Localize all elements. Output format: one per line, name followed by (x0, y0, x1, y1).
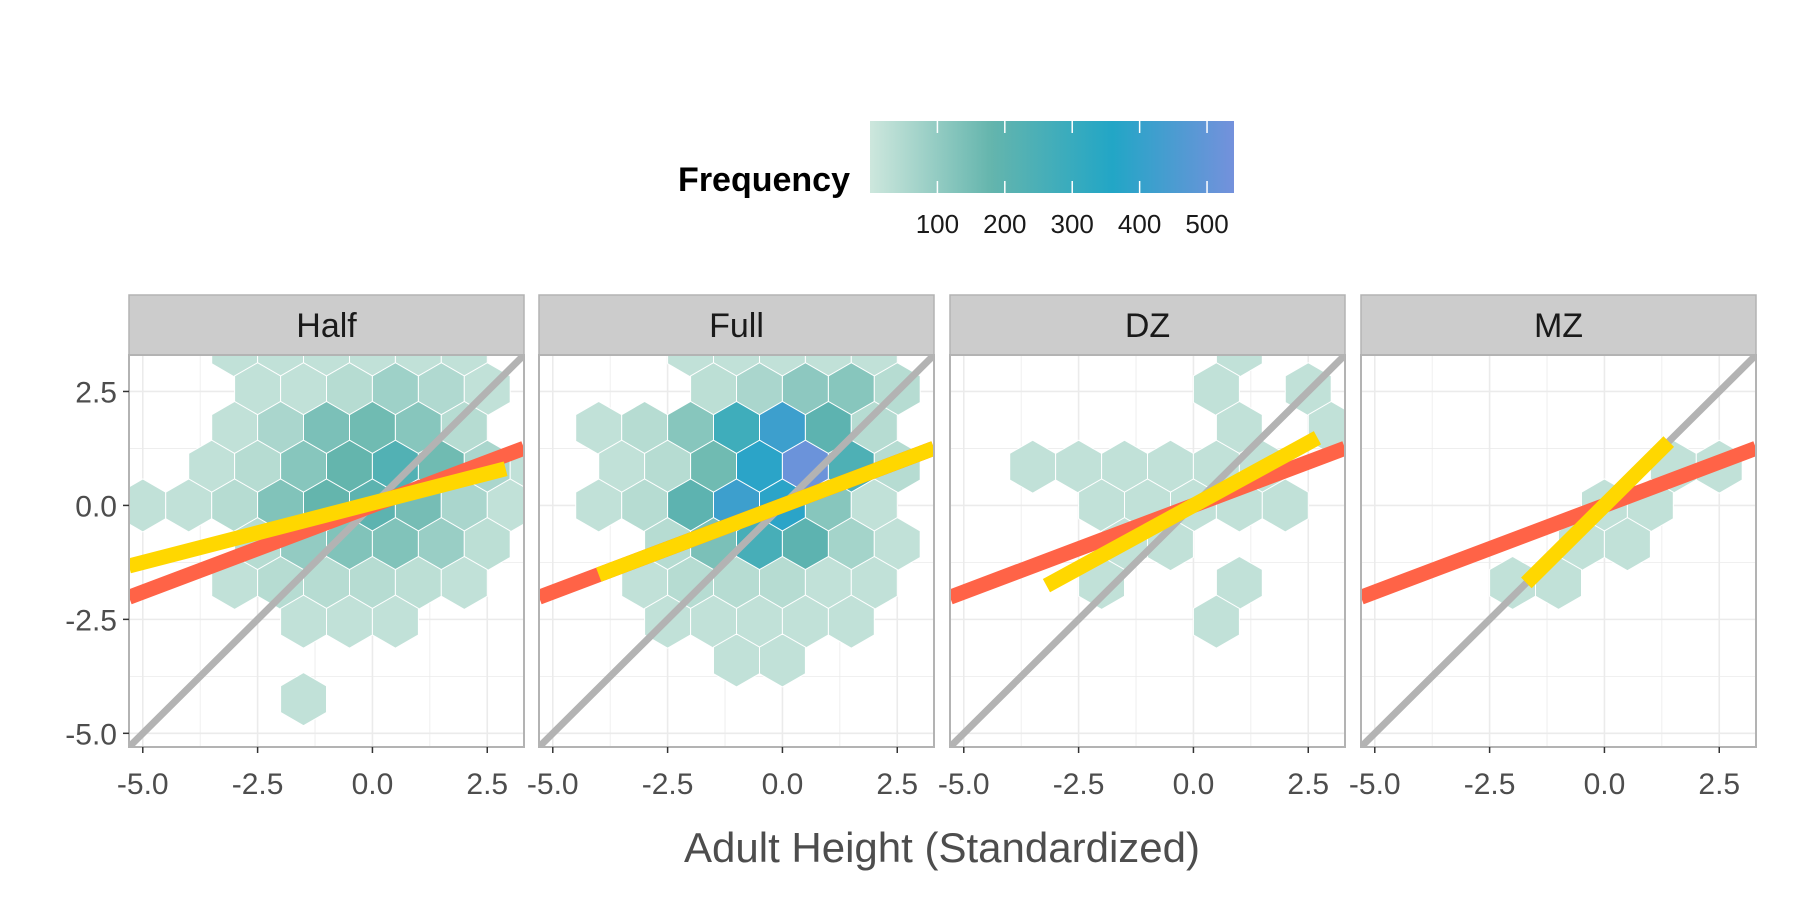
x-tick-label: -5.0 (1349, 768, 1401, 801)
facet-strip-label: Full (709, 307, 764, 345)
x-tick-label: 0.0 (1584, 768, 1626, 801)
x-tick-label: -2.5 (642, 768, 694, 801)
line-layer (129, 355, 524, 747)
x-tick-label: 0.0 (352, 768, 394, 801)
facet-panel-half: Half (128, 294, 525, 748)
hexbin-cell (440, 555, 488, 610)
regression-line (129, 441, 524, 605)
y-axis: 2.5 0.0 -2.5 -5.0 (65, 376, 129, 751)
x-tick-label: 2.5 (466, 768, 508, 801)
facet-strip-label: MZ (1534, 307, 1583, 345)
facet-strip-label: Half (296, 307, 357, 345)
x-tick-label: -5.0 (117, 768, 169, 801)
hexbin-cell (827, 594, 875, 649)
legend: Frequency 100 200 300 400 500 (678, 121, 1234, 239)
legend-tick-label: 400 (1118, 209, 1161, 239)
facet-panels: Half Full DZ MZ (128, 294, 1757, 748)
legend-colorbar (870, 121, 1234, 193)
y-tick-label: 2.5 (75, 376, 117, 409)
line-layer (539, 355, 934, 747)
x-axis: -5.0 -2.5 0.0 2.5 -5.0 -2.5 0.0 2.5 -5.0 -2.5 0.0 2… (117, 747, 1740, 801)
hexbin-cell (759, 633, 806, 688)
panel-border (949, 354, 1346, 748)
hexbin-cell (1603, 517, 1651, 572)
hexbin-layer (575, 355, 921, 688)
facet-strip-label: DZ (1125, 307, 1170, 345)
hexbin-cell (1192, 594, 1240, 649)
legend-tick-label: 200 (983, 209, 1026, 239)
hexbin-cell (1261, 478, 1309, 533)
x-tick-label: -5.0 (527, 768, 579, 801)
panel-border (1360, 354, 1757, 748)
hexbin-cell (280, 672, 327, 727)
x-tick-label: 2.5 (1287, 768, 1329, 801)
facet-panel-dz: DZ (949, 294, 1346, 748)
legend-title: Frequency (678, 161, 850, 199)
panel-border (538, 354, 935, 748)
x-axis-title: Adult Height (Standardized) (684, 824, 1200, 871)
x-tick-label: 0.0 (762, 768, 804, 801)
identity-line (129, 355, 524, 747)
y-tick-label: -2.5 (65, 604, 117, 637)
x-tick-label: 2.5 (876, 768, 918, 801)
fit-line (1521, 436, 1675, 589)
x-tick-label: -2.5 (1464, 768, 1516, 801)
fit-line (596, 441, 934, 582)
y-tick-label: -5.0 (65, 718, 117, 751)
x-tick-label: -2.5 (232, 768, 284, 801)
regression-line (1361, 441, 1756, 605)
x-tick-label: -2.5 (1053, 768, 1105, 801)
legend-tick-label: 300 (1051, 209, 1094, 239)
fit-line (1042, 431, 1322, 593)
y-tick-label: 0.0 (75, 490, 117, 523)
facet-panel-full: Full (538, 294, 935, 748)
legend-ticks: 100 200 300 400 500 (916, 121, 1229, 239)
fit-line (129, 461, 508, 574)
identity-line (539, 355, 934, 747)
line-layer (1361, 355, 1756, 747)
facet-strip (128, 294, 525, 356)
hexbin-cell (371, 594, 419, 649)
legend-tick-label: 500 (1185, 209, 1228, 239)
identity-line (950, 355, 1345, 747)
x-tick-label: -5.0 (938, 768, 990, 801)
panel-border (128, 354, 525, 748)
x-tick-label: 2.5 (1698, 768, 1740, 801)
facet-strip (538, 294, 935, 356)
x-tick-label: 0.0 (1173, 768, 1215, 801)
line-layer (950, 355, 1345, 747)
legend-tick-label: 100 (916, 209, 959, 239)
facet-panel-mz: MZ (1360, 294, 1757, 748)
facet-strip (949, 294, 1346, 356)
